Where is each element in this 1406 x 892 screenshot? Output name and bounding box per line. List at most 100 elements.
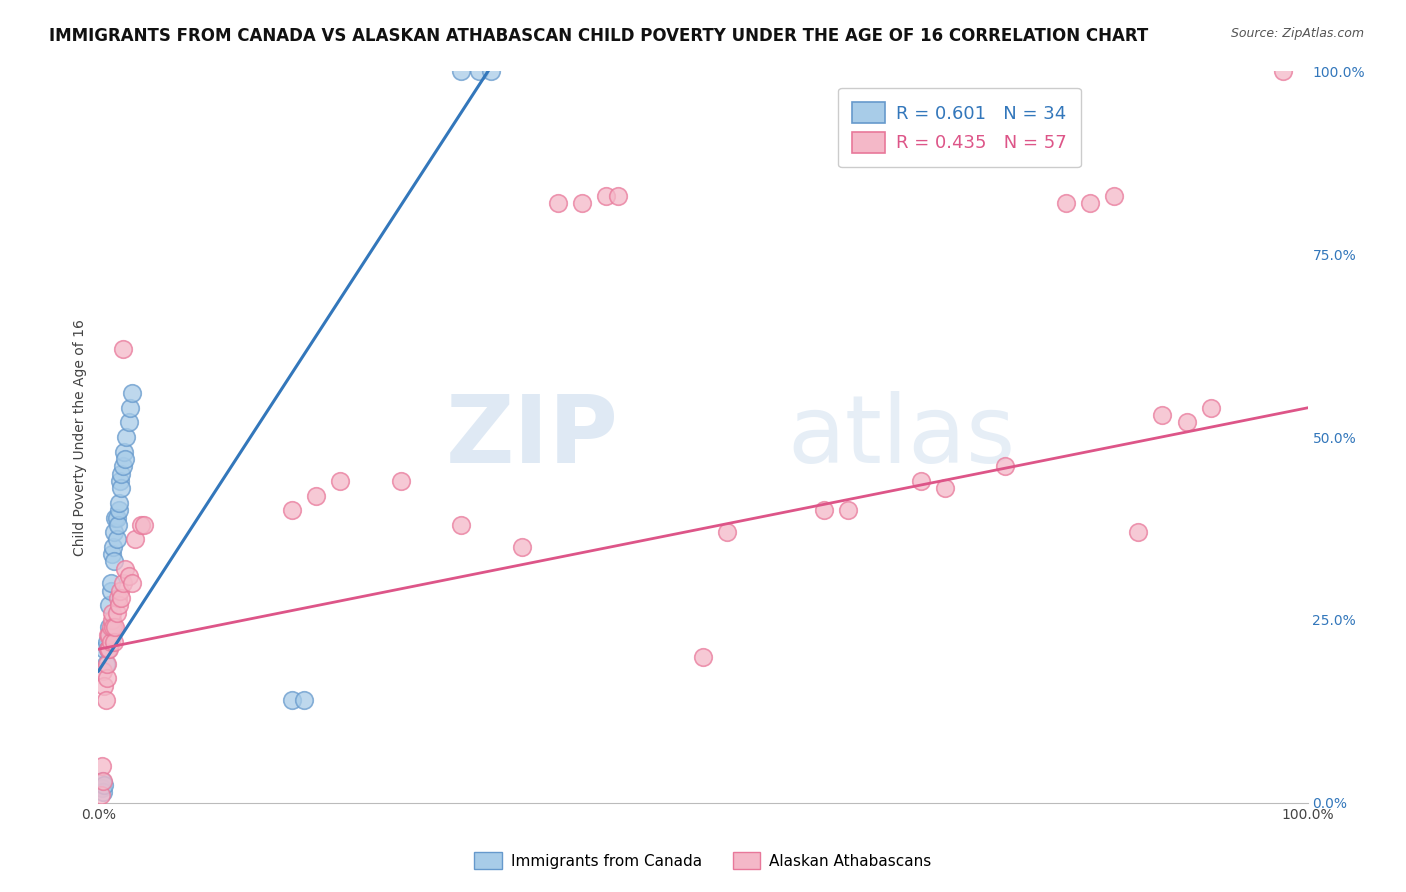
Point [110,467,132,481]
Point [91,785,114,799]
Point [118,416,141,430]
Point [450,517,472,532]
Point [292,693,315,707]
Point [134,517,156,532]
Point [103,635,125,649]
Point [910,474,932,488]
Point [994,459,1017,474]
Point [100,583,122,598]
Point [121,386,143,401]
Point [1272,64,1295,78]
Point [108,474,131,488]
Point [595,188,617,202]
Point [121,576,143,591]
Point [105,510,128,524]
Point [118,569,141,583]
Point [1078,196,1101,211]
Point [124,533,146,547]
Point [112,444,135,458]
Point [108,496,131,510]
Point [101,620,124,634]
Text: Source: ZipAtlas.com: Source: ZipAtlas.com [1230,27,1364,40]
Point [105,533,128,547]
Point [571,196,593,211]
Text: atlas: atlas [787,391,1017,483]
Point [97,627,120,641]
Point [100,635,122,649]
Point [692,649,714,664]
Point [104,620,127,634]
Point [114,562,136,576]
Point [100,547,122,561]
Point [97,642,120,657]
Point [329,474,352,488]
Point [96,635,118,649]
Point [100,613,122,627]
Point [91,781,114,796]
Point [110,481,132,495]
Y-axis label: Child Poverty Under the Age of 16: Child Poverty Under the Age of 16 [73,318,87,556]
Point [93,778,115,792]
Point [468,64,491,78]
Point [547,196,569,211]
Point [1128,525,1150,540]
Legend: R = 0.601   N = 34, R = 0.435   N = 57: R = 0.601 N = 34, R = 0.435 N = 57 [838,87,1081,168]
Point [91,773,114,788]
Point [111,459,134,474]
Point [98,627,121,641]
Point [389,474,412,488]
Point [96,672,118,686]
Point [98,599,121,613]
Point [101,540,124,554]
Point [104,510,127,524]
Point [105,606,128,620]
Point [837,503,859,517]
Point [108,503,131,517]
Point [510,540,533,554]
Point [129,517,152,532]
Point [481,64,503,78]
Text: ZIP: ZIP [446,391,619,483]
Point [281,503,304,517]
Point [97,642,120,657]
Point [103,554,125,568]
Point [108,583,131,598]
Point [91,759,114,773]
Point [91,773,114,788]
Point [111,343,134,357]
Point [115,430,138,444]
Point [1152,408,1174,422]
Point [111,576,134,591]
Point [96,657,118,671]
Point [100,620,122,634]
Point [1199,401,1222,415]
Point [716,525,738,540]
Point [91,664,114,678]
Point [1054,196,1077,211]
Point [450,64,472,78]
Point [90,789,112,803]
Point [110,591,132,605]
Point [114,452,136,467]
Point [98,620,121,634]
Point [281,693,304,707]
Point [118,401,141,415]
Point [107,591,129,605]
Point [108,599,131,613]
Point [94,657,117,671]
Point [305,489,328,503]
Point [607,188,630,202]
Point [103,525,125,540]
Point [1175,416,1198,430]
Point [107,517,129,532]
Point [934,481,956,495]
Point [94,693,117,707]
Point [813,503,835,517]
Legend: Immigrants from Canada, Alaskan Athabascans: Immigrants from Canada, Alaskan Athabasc… [468,846,938,875]
Point [93,642,115,657]
Point [1102,188,1125,202]
Text: IMMIGRANTS FROM CANADA VS ALASKAN ATHABASCAN CHILD POVERTY UNDER THE AGE OF 16 C: IMMIGRANTS FROM CANADA VS ALASKAN ATHABA… [49,27,1149,45]
Point [93,679,115,693]
Point [100,576,122,591]
Point [100,606,122,620]
